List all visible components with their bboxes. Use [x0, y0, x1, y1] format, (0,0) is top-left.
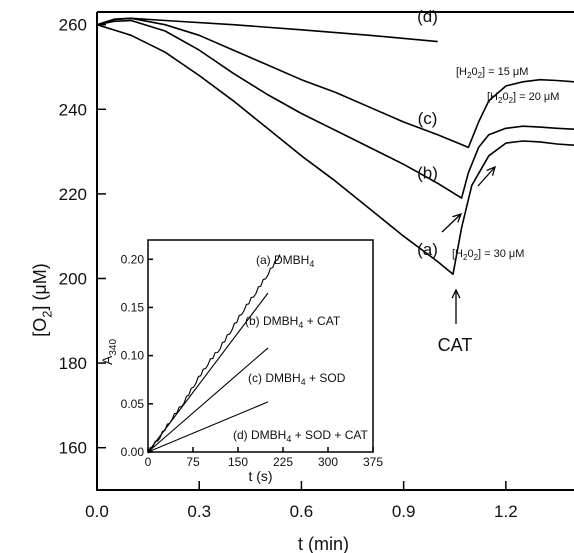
annotation-h2o2_20: [H202] = 20 μM [487, 91, 559, 105]
y-axis-label-sub: 2 [39, 311, 54, 318]
inset-y-tick-label: 0.15 [121, 300, 145, 314]
annotation-h2o2_30: [H202] = 30 μM [452, 248, 524, 262]
inset-y-tick-label: 0.20 [121, 252, 145, 266]
series-line-a [96, 23, 574, 276]
inset-x-tick-label: 0 [145, 455, 152, 469]
inset-label-sub: 4 [286, 434, 291, 444]
x-axis-label: t (min) [298, 534, 349, 553]
inset-label-part: + SOD + CAT [291, 428, 368, 442]
ann-sub: 2 [474, 253, 479, 262]
inset-label-sub: 4 [298, 320, 303, 330]
inset-x-tick-label: 75 [186, 455, 200, 469]
inset-series-label: (a) DMBH4 [256, 253, 314, 269]
inset-x-tick-label: 375 [363, 455, 383, 469]
y-tick-label: 260 [59, 16, 87, 35]
ann-part: ] = 20 μM [513, 91, 559, 103]
inset-series-label: (c) DMBH4 + SOD [248, 371, 346, 387]
curve-label: (b) [417, 164, 438, 183]
inset-label-sub: 4 [309, 259, 314, 269]
ann-sub: 2 [509, 96, 514, 105]
y-tick-label: 160 [59, 439, 87, 458]
ann-part: [H [452, 248, 463, 260]
x-tick-label: 0.9 [392, 502, 416, 521]
x-tick-label: 0.0 [85, 502, 109, 521]
inset-label-part: (c) DMBH [248, 371, 301, 385]
inset-y-label-main: A [99, 355, 115, 365]
ann-part: ] = 15 μM [482, 66, 528, 78]
series-line-c [96, 17, 574, 149]
inset-series-line-3 [147, 401, 269, 453]
inset-y-label-sub: 340 [108, 339, 119, 356]
ann-part: ] = 30 μM [478, 248, 524, 260]
inset-series-label: (b) DMBH4 + CAT [245, 314, 341, 330]
inset-x-tick-label: 150 [228, 455, 248, 469]
x-tick-label: 0.6 [290, 502, 314, 521]
inset-y-tick-label: 0.05 [121, 397, 145, 411]
y-tick-label: 220 [59, 185, 87, 204]
curve-label: (a) [417, 240, 438, 259]
arrow-c-head [486, 165, 496, 176]
arrow-c [477, 166, 496, 187]
inset-plot: 0 75 150 225 300 375 0.00 0.05 0.10 0.15 0.20 t (s)… [99, 239, 383, 484]
inset-frame [147, 239, 374, 453]
ann-sub: 2 [478, 71, 483, 80]
y-axis-label: [O2] (μM) [30, 263, 54, 337]
curve-label: (c) [418, 109, 438, 128]
ann-sub: 2 [463, 253, 468, 262]
y-tick-label: 180 [59, 354, 87, 373]
inset-y-tick-label: 0.10 [121, 349, 145, 363]
cat-label: CAT [438, 335, 473, 355]
ann-sub: 2 [498, 96, 503, 105]
ann-part: 0 [502, 91, 508, 103]
inset-label-part: (b) DMBH [245, 314, 298, 328]
y-axis-label-part: ] (μM) [30, 263, 50, 310]
y-tick-label: 240 [59, 100, 87, 119]
x-tick-label: 0.3 [187, 502, 211, 521]
inset-x-axis-label: t (s) [248, 468, 272, 484]
inset-x-tick-label: 300 [318, 455, 338, 469]
ann-part: [H [487, 91, 498, 103]
arrow-b [441, 213, 462, 233]
inset-label-part: + CAT [303, 314, 340, 328]
arrow-b-head [452, 212, 463, 223]
inset-label-part: + SOD [306, 371, 346, 385]
inset-label-part: (d) DMBH [233, 428, 286, 442]
inset-series-line-2 [147, 347, 269, 453]
y-axis-label-part: [O [30, 318, 50, 337]
inset-y-tick-label: 0.00 [121, 445, 145, 459]
inset-series-line-1 [147, 292, 269, 453]
x-tick-label: 1.2 [494, 502, 518, 521]
annotation-h2o2_15: [H202] = 15 μM [456, 66, 528, 80]
curve-label: (d) [417, 7, 438, 26]
inset-series-label: (d) DMBH4 + SOD + CAT [233, 428, 368, 444]
ann-part: 0 [471, 66, 477, 78]
inset-label-part: (a) DMBH [256, 253, 309, 267]
ann-part: [H [456, 66, 467, 78]
inset-label-sub: 4 [301, 377, 306, 387]
ann-part: 0 [467, 248, 473, 260]
inset-x-tick-label: 225 [273, 455, 293, 469]
series-line-b [96, 19, 574, 199]
inset-y-axis-label: A340 [99, 339, 119, 365]
ann-sub: 2 [467, 71, 472, 80]
y-tick-label: 200 [59, 269, 87, 288]
arrow-cat-head [451, 288, 461, 299]
